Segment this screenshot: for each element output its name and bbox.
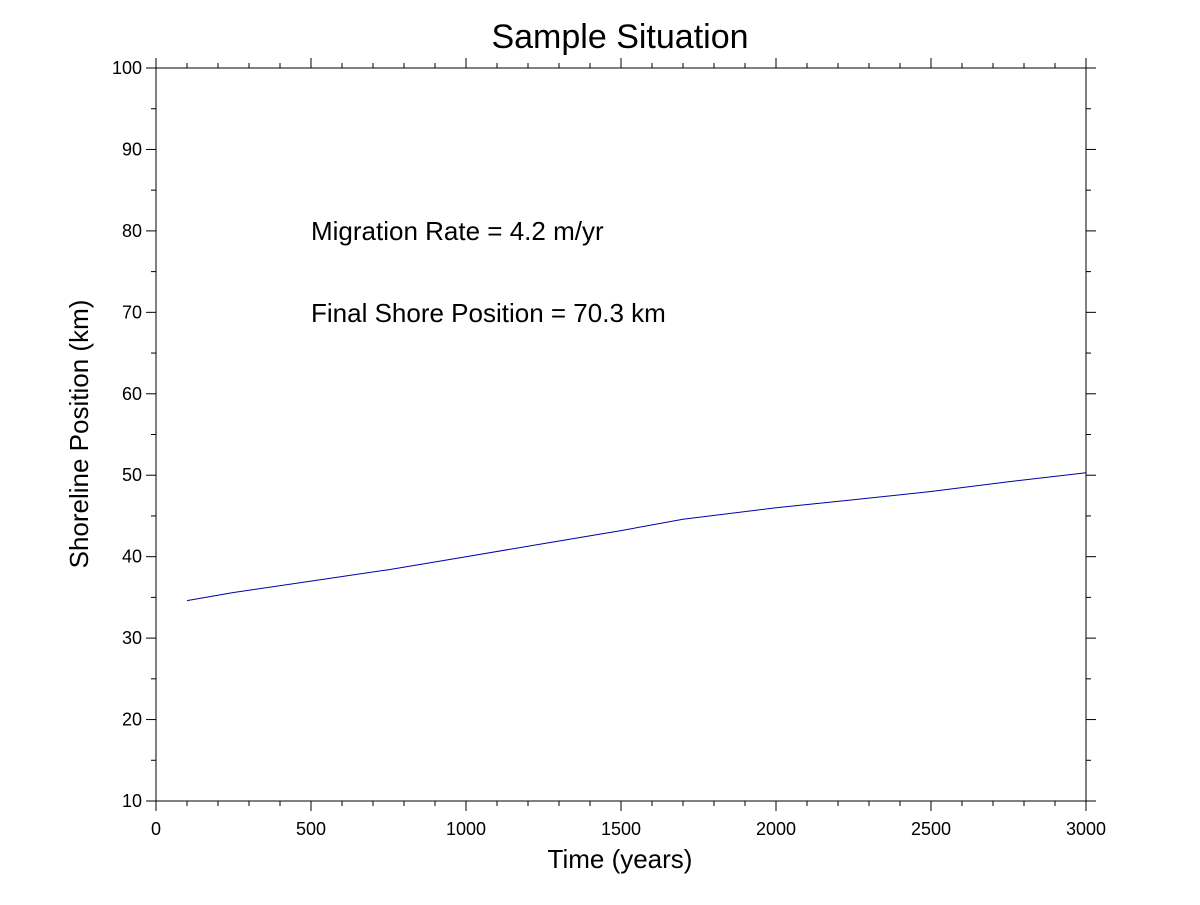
- y-tick-label: 40: [122, 547, 142, 567]
- x-tick-label: 500: [296, 819, 326, 839]
- y-tick-label: 100: [112, 58, 142, 78]
- y-tick-label: 10: [122, 791, 142, 811]
- x-tick-label: 2500: [911, 819, 951, 839]
- x-tick-label: 3000: [1066, 819, 1106, 839]
- x-tick-label: 1500: [601, 819, 641, 839]
- y-tick-label: 70: [122, 302, 142, 322]
- x-tick-label: 2000: [756, 819, 796, 839]
- x-axis-label: Time (years): [548, 844, 693, 874]
- series-group: [186, 472, 1087, 602]
- y-axis-label: Shoreline Position (km): [64, 300, 94, 569]
- y-tick-label: 20: [122, 710, 142, 730]
- y-tick-label: 80: [122, 221, 142, 241]
- y-tick-label: 90: [122, 139, 142, 159]
- axes: 0 500 1000 1500 2000 2500 3000 10 20 30 40 50 60 70 80…: [112, 58, 1106, 839]
- plot-frame: [155, 67, 1087, 802]
- chart-title: Sample Situation: [491, 18, 748, 56]
- annotation-migration-rate: Migration Rate = 4.2 m/yr: [311, 216, 604, 246]
- shoreline-series-line: [186, 472, 1087, 602]
- annotation-final-shore-position: Final Shore Position = 70.3 km: [311, 298, 666, 328]
- x-tick-label: 0: [151, 819, 161, 839]
- y-tick-label: 60: [122, 384, 142, 404]
- y-tick-label: 50: [122, 465, 142, 485]
- y-tick-label: 30: [122, 628, 142, 648]
- x-tick-label: 1000: [446, 819, 486, 839]
